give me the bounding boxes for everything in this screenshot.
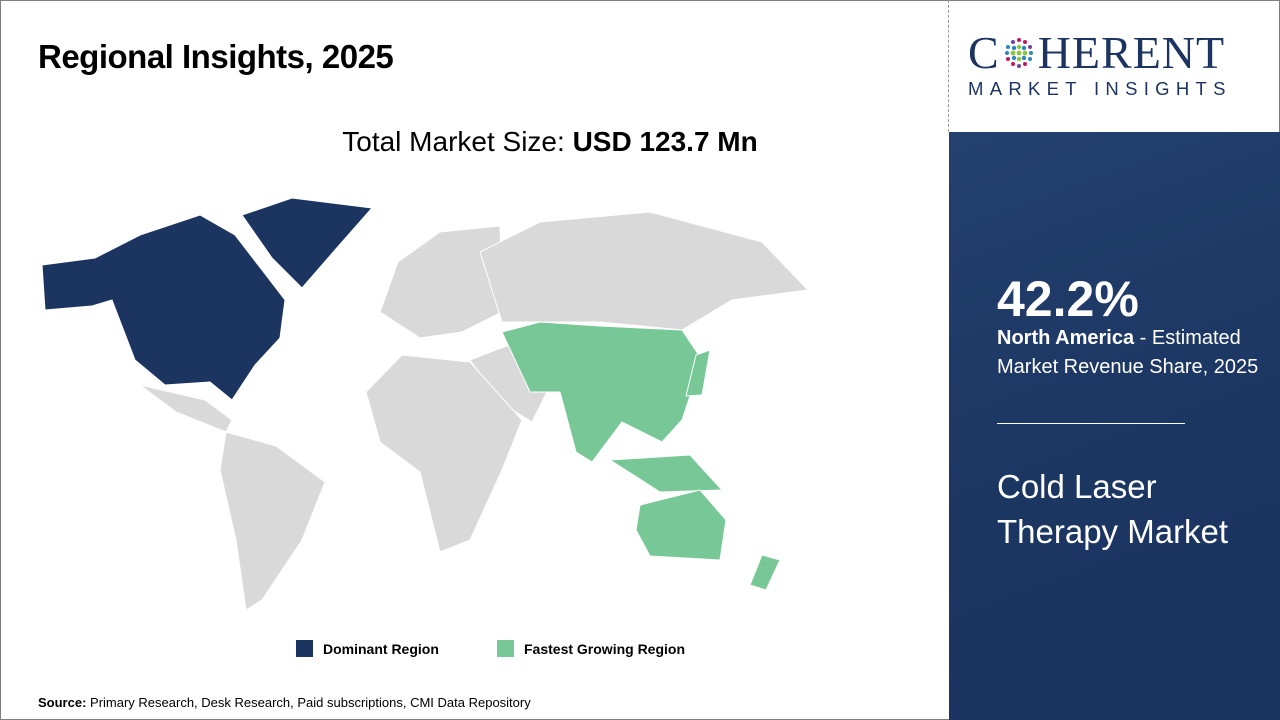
globe-dots-icon [1004, 38, 1033, 68]
highlight-panel: 42.2% North America - Estimated Market R… [949, 132, 1280, 720]
total-market-label: Total Market Size: [342, 126, 565, 157]
dominant-region-name: North America [997, 327, 1135, 349]
share-description-text: - Estimated Market Revenue Share, 2025 [997, 327, 1259, 378]
market-name: Cold Laser Therapy Market [997, 468, 1229, 550]
map-north-america [41, 214, 286, 401]
map-south-america [219, 431, 326, 611]
source-note: Source: Primary Research, Desk Research,… [38, 695, 531, 710]
page-title: Regional Insights, 2025 [38, 38, 394, 75]
divider [948, 0, 949, 132]
map-central-america [139, 384, 233, 433]
map-southeast-asia-islands [608, 454, 724, 493]
map-russia [479, 211, 810, 331]
logo-text-left: C [968, 27, 1000, 78]
legend-fastest: Fastest Growing Region [497, 640, 685, 657]
world-map [41, 197, 810, 611]
map-europe [379, 225, 503, 339]
source-text: Primary Research, Desk Research, Paid su… [86, 695, 531, 710]
map-asia [501, 321, 703, 463]
map-africa [365, 354, 523, 553]
logo: C HERENT MARKET INSIGHTS [968, 30, 1263, 100]
source-label: Source: [38, 695, 87, 710]
logo-text-right: HERENT [1037, 27, 1226, 78]
map-new-zealand [749, 554, 781, 591]
map-greenland [241, 197, 374, 289]
legend-dominant: Dominant Region [296, 640, 439, 657]
logo-subtitle: MARKET INSIGHTS [968, 78, 1232, 99]
legend-swatch-fastest [497, 640, 514, 657]
legend-swatch-dominant [296, 640, 313, 657]
share-description: North America - Estimated Market Revenue… [997, 324, 1272, 382]
legend-label-dominant: Dominant Region [323, 640, 439, 657]
map-japan [685, 349, 711, 397]
legend-label-fastest: Fastest Growing Region [524, 640, 686, 657]
share-percentage: 42.2% [997, 271, 1139, 327]
panel-divider [997, 423, 1185, 424]
map-australia [635, 489, 727, 561]
total-market-size: Total Market Size: USD 123.7 Mn [0, 126, 950, 158]
total-market-value: USD 123.7 Mn [572, 126, 758, 157]
